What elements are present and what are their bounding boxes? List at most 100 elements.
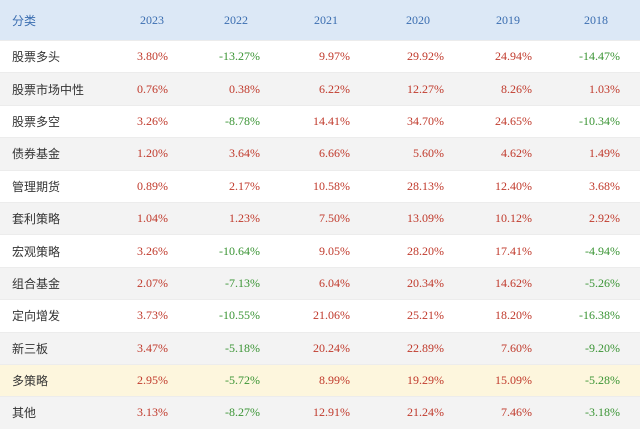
value-cell: 2.95%: [110, 363, 168, 397]
table-row: 多策略 2.95% -5.72% 8.99% 19.29% 15.09% -5.28%: [0, 363, 640, 397]
value-cell: 8.99%: [260, 363, 350, 397]
category-cell: 债券基金: [0, 137, 110, 171]
value-cell: 0.89%: [110, 169, 168, 203]
value-cell: 15.09%: [444, 363, 532, 397]
value-cell: -5.72%: [168, 363, 260, 397]
value-cell: 12.27%: [350, 72, 444, 106]
value-cell: 6.22%: [260, 72, 350, 106]
header-row: 分类 2023 2022 2021 2020 2019 2018: [0, 0, 640, 41]
value-cell: 22.89%: [350, 331, 444, 365]
value-cell: 29.92%: [350, 39, 444, 73]
value-cell: -5.18%: [168, 331, 260, 365]
table-row: 宏观策略 3.26% -10.64% 9.05% 28.20% 17.41% -4.94%: [0, 234, 640, 268]
category-cell: 套利策略: [0, 201, 110, 235]
table-row: 其他 3.13% -8.27% 12.91% 21.24% 7.46% -3.18%: [0, 396, 640, 429]
value-cell: 13.09%: [350, 201, 444, 235]
value-cell: 21.24%: [350, 396, 444, 429]
table-body: 股票多头 3.80% -13.27% 9.97% 29.92% 24.94% -14.47%…: [0, 39, 640, 429]
category-cell: 股票多头: [0, 39, 110, 73]
value-cell: 1.04%: [110, 201, 168, 235]
table-row: 定向增发 3.73% -10.55% 21.06% 25.21% 18.20% -16.38…: [0, 299, 640, 333]
table-row: 管理期货 0.89% 2.17% 10.58% 28.13% 12.40% 3.68%: [0, 169, 640, 203]
value-cell: 7.46%: [444, 396, 532, 429]
value-cell: 19.29%: [350, 363, 444, 397]
table-row: 新三板 3.47% -5.18% 20.24% 22.89% 7.60% -9.20%: [0, 331, 640, 365]
column-header: 2021: [260, 0, 350, 41]
value-cell: 2.17%: [168, 169, 260, 203]
column-header: 2023: [110, 0, 168, 41]
value-cell: -5.28%: [532, 363, 640, 397]
value-cell: 3.80%: [110, 39, 168, 73]
column-header: 2019: [444, 0, 532, 41]
value-cell: 6.66%: [260, 137, 350, 171]
value-cell: 9.05%: [260, 234, 350, 268]
value-cell: 25.21%: [350, 299, 444, 333]
category-cell: 组合基金: [0, 266, 110, 300]
value-cell: 24.65%: [444, 104, 532, 138]
value-cell: 3.73%: [110, 299, 168, 333]
category-cell: 宏观策略: [0, 234, 110, 268]
category-cell: 股票市场中性: [0, 72, 110, 106]
value-cell: 12.40%: [444, 169, 532, 203]
value-cell: 34.70%: [350, 104, 444, 138]
value-cell: 0.38%: [168, 72, 260, 106]
value-cell: 3.68%: [532, 169, 640, 203]
value-cell: 3.13%: [110, 396, 168, 429]
value-cell: 6.04%: [260, 266, 350, 300]
table-row: 债券基金 1.20% 3.64% 6.66% 5.60% 4.62% 1.49%: [0, 137, 640, 171]
value-cell: 14.62%: [444, 266, 532, 300]
value-cell: 7.50%: [260, 201, 350, 235]
value-cell: 20.34%: [350, 266, 444, 300]
value-cell: 7.60%: [444, 331, 532, 365]
value-cell: 3.26%: [110, 104, 168, 138]
column-header: 2020: [350, 0, 444, 41]
value-cell: -16.38%: [532, 299, 640, 333]
value-cell: -8.27%: [168, 396, 260, 429]
value-cell: 1.49%: [532, 137, 640, 171]
column-header: 2018: [532, 0, 640, 41]
category-cell: 定向增发: [0, 299, 110, 333]
table-row: 股票多空 3.26% -8.78% 14.41% 34.70% 24.65% -10.34%: [0, 104, 640, 138]
value-cell: 8.26%: [444, 72, 532, 106]
value-cell: -7.13%: [168, 266, 260, 300]
value-cell: -8.78%: [168, 104, 260, 138]
value-cell: -10.64%: [168, 234, 260, 268]
category-cell: 多策略: [0, 363, 110, 397]
value-cell: 4.62%: [444, 137, 532, 171]
value-cell: 0.76%: [110, 72, 168, 106]
category-header: 分类: [0, 0, 110, 41]
category-cell: 新三板: [0, 331, 110, 365]
value-cell: 20.24%: [260, 331, 350, 365]
value-cell: -10.55%: [168, 299, 260, 333]
table-row: 套利策略 1.04% 1.23% 7.50% 13.09% 10.12% 2.92%: [0, 201, 640, 235]
value-cell: 1.03%: [532, 72, 640, 106]
value-cell: 14.41%: [260, 104, 350, 138]
value-cell: 28.20%: [350, 234, 444, 268]
value-cell: 3.26%: [110, 234, 168, 268]
category-cell: 股票多空: [0, 104, 110, 138]
value-cell: -4.94%: [532, 234, 640, 268]
value-cell: -5.26%: [532, 266, 640, 300]
category-cell: 管理期货: [0, 169, 110, 203]
category-cell: 其他: [0, 396, 110, 429]
value-cell: 1.20%: [110, 137, 168, 171]
value-cell: -13.27%: [168, 39, 260, 73]
value-cell: 17.41%: [444, 234, 532, 268]
value-cell: 12.91%: [260, 396, 350, 429]
value-cell: -14.47%: [532, 39, 640, 73]
value-cell: -3.18%: [532, 396, 640, 429]
value-cell: 5.60%: [350, 137, 444, 171]
value-cell: 24.94%: [444, 39, 532, 73]
value-cell: -10.34%: [532, 104, 640, 138]
value-cell: 3.64%: [168, 137, 260, 171]
table-row: 股票市场中性 0.76% 0.38% 6.22% 12.27% 8.26% 1.03%: [0, 72, 640, 106]
value-cell: 10.58%: [260, 169, 350, 203]
value-cell: 2.07%: [110, 266, 168, 300]
value-cell: -9.20%: [532, 331, 640, 365]
value-cell: 3.47%: [110, 331, 168, 365]
value-cell: 9.97%: [260, 39, 350, 73]
value-cell: 18.20%: [444, 299, 532, 333]
column-header: 2022: [168, 0, 260, 41]
table-row: 股票多头 3.80% -13.27% 9.97% 29.92% 24.94% -14.47%: [0, 39, 640, 73]
